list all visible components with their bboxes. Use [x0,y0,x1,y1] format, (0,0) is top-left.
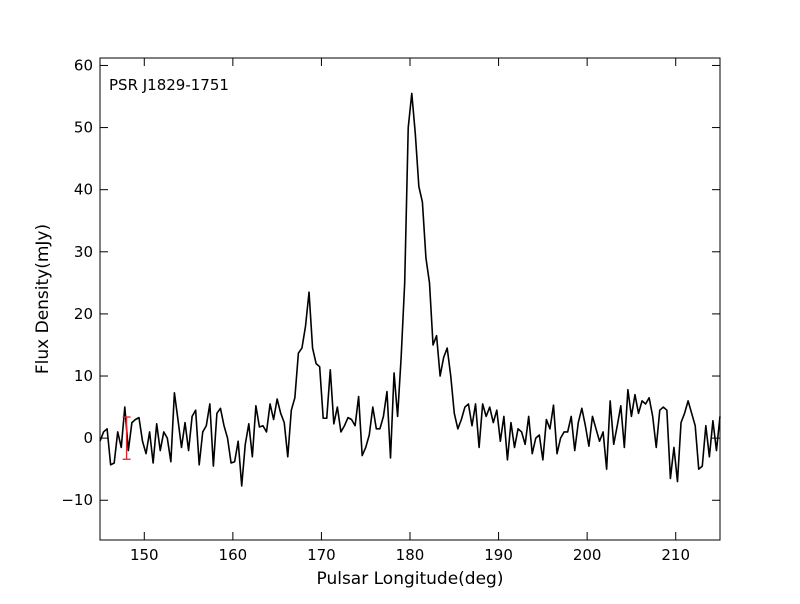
x-tick-label: 200 [573,546,602,564]
y-tick-label: −10 [61,491,93,509]
y-tick-label: 40 [74,181,93,199]
x-tick-label: 190 [484,546,513,564]
y-tick-label: 30 [74,243,93,261]
x-tick-label: 210 [661,546,690,564]
line-series [99,92,721,487]
x-tick-label: 180 [396,546,425,564]
y-tick-label: 60 [74,56,93,74]
x-axis-label: Pulsar Longitude(deg) [317,569,504,589]
annotation: PSR J1829-1751 [109,76,229,94]
y-axis-label: Flux Density(mJy) [33,224,53,374]
y-tick-label: 20 [74,305,93,323]
x-tick-label: 150 [130,546,159,564]
error-bar [122,416,131,460]
x-tick-label: 160 [219,546,248,564]
plot-frame [99,57,721,541]
y-tick-label: 50 [74,119,93,137]
y-tick-label: 0 [83,429,93,447]
x-tick-label: 170 [307,546,336,564]
y-tick-label: 10 [74,367,93,385]
